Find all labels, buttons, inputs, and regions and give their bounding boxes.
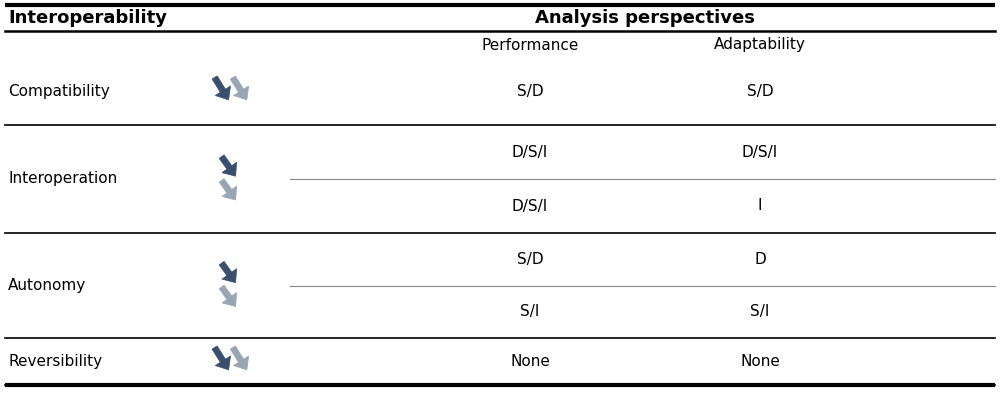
Polygon shape [219, 179, 237, 200]
Text: Interoperability: Interoperability [8, 9, 167, 27]
Text: None: None [510, 354, 550, 369]
Polygon shape [219, 155, 237, 176]
Text: I: I [758, 198, 762, 213]
Polygon shape [230, 346, 249, 370]
Polygon shape [219, 285, 237, 307]
Polygon shape [219, 261, 237, 283]
Text: S/D: S/D [517, 252, 543, 267]
Text: None: None [740, 354, 780, 369]
Text: Analysis perspectives: Analysis perspectives [535, 9, 755, 27]
Polygon shape [230, 76, 249, 100]
Text: D: D [754, 252, 766, 267]
Polygon shape [212, 346, 231, 370]
Text: Reversibility: Reversibility [8, 354, 102, 369]
Text: Compatibility: Compatibility [8, 84, 110, 99]
Text: S/D: S/D [747, 84, 773, 99]
Text: D/S/I: D/S/I [742, 145, 778, 160]
Text: S/I: S/I [520, 304, 540, 319]
Text: Interoperation: Interoperation [8, 171, 117, 187]
Text: D/S/I: D/S/I [512, 145, 548, 160]
Text: D/S/I: D/S/I [512, 198, 548, 213]
Text: Performance: Performance [481, 37, 579, 53]
Polygon shape [212, 76, 231, 100]
Text: Autonomy: Autonomy [8, 278, 86, 293]
Text: S/D: S/D [517, 84, 543, 99]
Text: Adaptability: Adaptability [714, 37, 806, 53]
Text: S/I: S/I [750, 304, 770, 319]
